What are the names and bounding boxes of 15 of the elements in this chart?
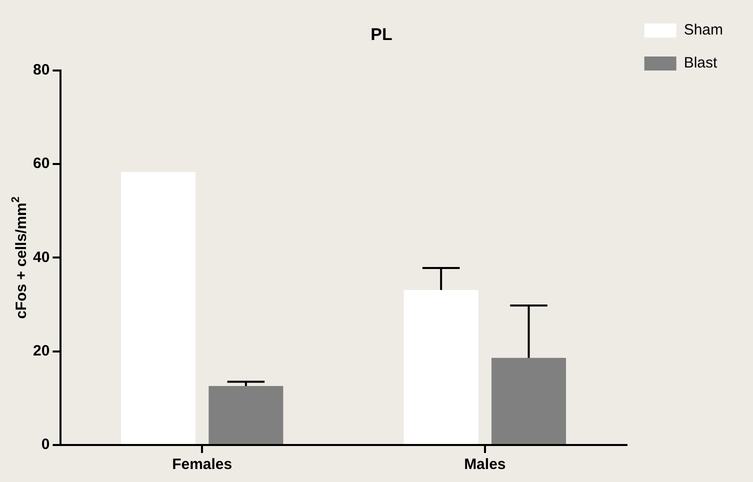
y-tick-label: 0	[41, 436, 50, 454]
y-tick-label: 60	[32, 155, 50, 172]
legend-label: Blast	[684, 54, 718, 72]
chart-title: PL	[370, 24, 392, 44]
x-tick-label: Females	[172, 456, 232, 474]
x-tick-label: Males	[464, 456, 506, 474]
bar	[208, 386, 284, 444]
bar	[120, 172, 196, 444]
y-tick-label: 40	[32, 248, 50, 266]
y-tick-label: 80	[32, 62, 50, 79]
bar	[491, 358, 566, 444]
y-tick-label: 20	[32, 342, 50, 360]
y-axis-title: cFos + cells/mm2	[10, 196, 30, 319]
legend-label: Sham	[684, 22, 724, 39]
bar	[404, 290, 478, 444]
